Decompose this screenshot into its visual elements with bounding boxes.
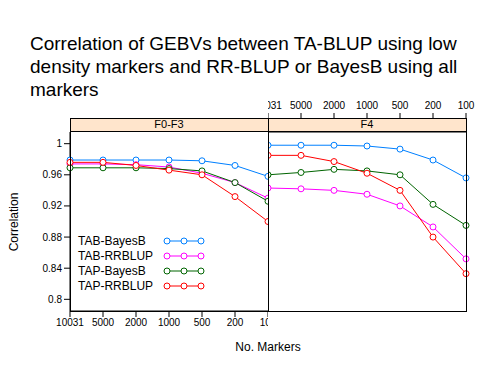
html-text:TAB-RRBLUP: TAB-RRBLUP bbox=[78, 248, 154, 263]
svg-text:1000: 1000 bbox=[158, 317, 181, 328]
svg-text:5000: 5000 bbox=[290, 100, 313, 111]
svg-text:1: 1 bbox=[56, 138, 62, 149]
html-text:F0-F3: F0-F3 bbox=[154, 118, 184, 130]
svg-text:0.8: 0.8 bbox=[48, 294, 62, 305]
svg-text:100: 100 bbox=[458, 100, 475, 111]
svg-text:500: 500 bbox=[392, 100, 409, 111]
html-text:No. Markers: No. Markers bbox=[235, 340, 301, 354]
svg-text:0.92: 0.92 bbox=[43, 200, 63, 211]
svg-text:200: 200 bbox=[227, 317, 244, 328]
svg-text:1000: 1000 bbox=[356, 100, 379, 111]
svg-text:0.96: 0.96 bbox=[43, 169, 63, 180]
svg-text:500: 500 bbox=[194, 317, 211, 328]
html-text:Correlation: Correlation bbox=[7, 192, 21, 252]
svg-text:100: 100 bbox=[260, 317, 268, 328]
svg-text:10031: 10031 bbox=[268, 100, 282, 111]
svg-text:5000: 5000 bbox=[92, 317, 115, 328]
html-text:F4: F4 bbox=[360, 118, 374, 130]
html-text:TAP-BayesB: TAP-BayesB bbox=[78, 263, 146, 278]
svg-text:0.84: 0.84 bbox=[43, 263, 63, 274]
html-text:TAP-RRBLUP: TAP-RRBLUP bbox=[78, 278, 154, 293]
html-text:TAB-BayesB: TAB-BayesB bbox=[78, 233, 146, 248]
svg-text:2000: 2000 bbox=[125, 317, 148, 328]
svg-text:10031: 10031 bbox=[56, 317, 84, 328]
svg-text:200: 200 bbox=[425, 100, 442, 111]
svg-text:0.88: 0.88 bbox=[43, 232, 63, 243]
svg-text:2000: 2000 bbox=[323, 100, 346, 111]
html-text:Correlation of GEBVs between T: Correlation of GEBVs between TA-BLUP usi… bbox=[30, 33, 458, 100]
